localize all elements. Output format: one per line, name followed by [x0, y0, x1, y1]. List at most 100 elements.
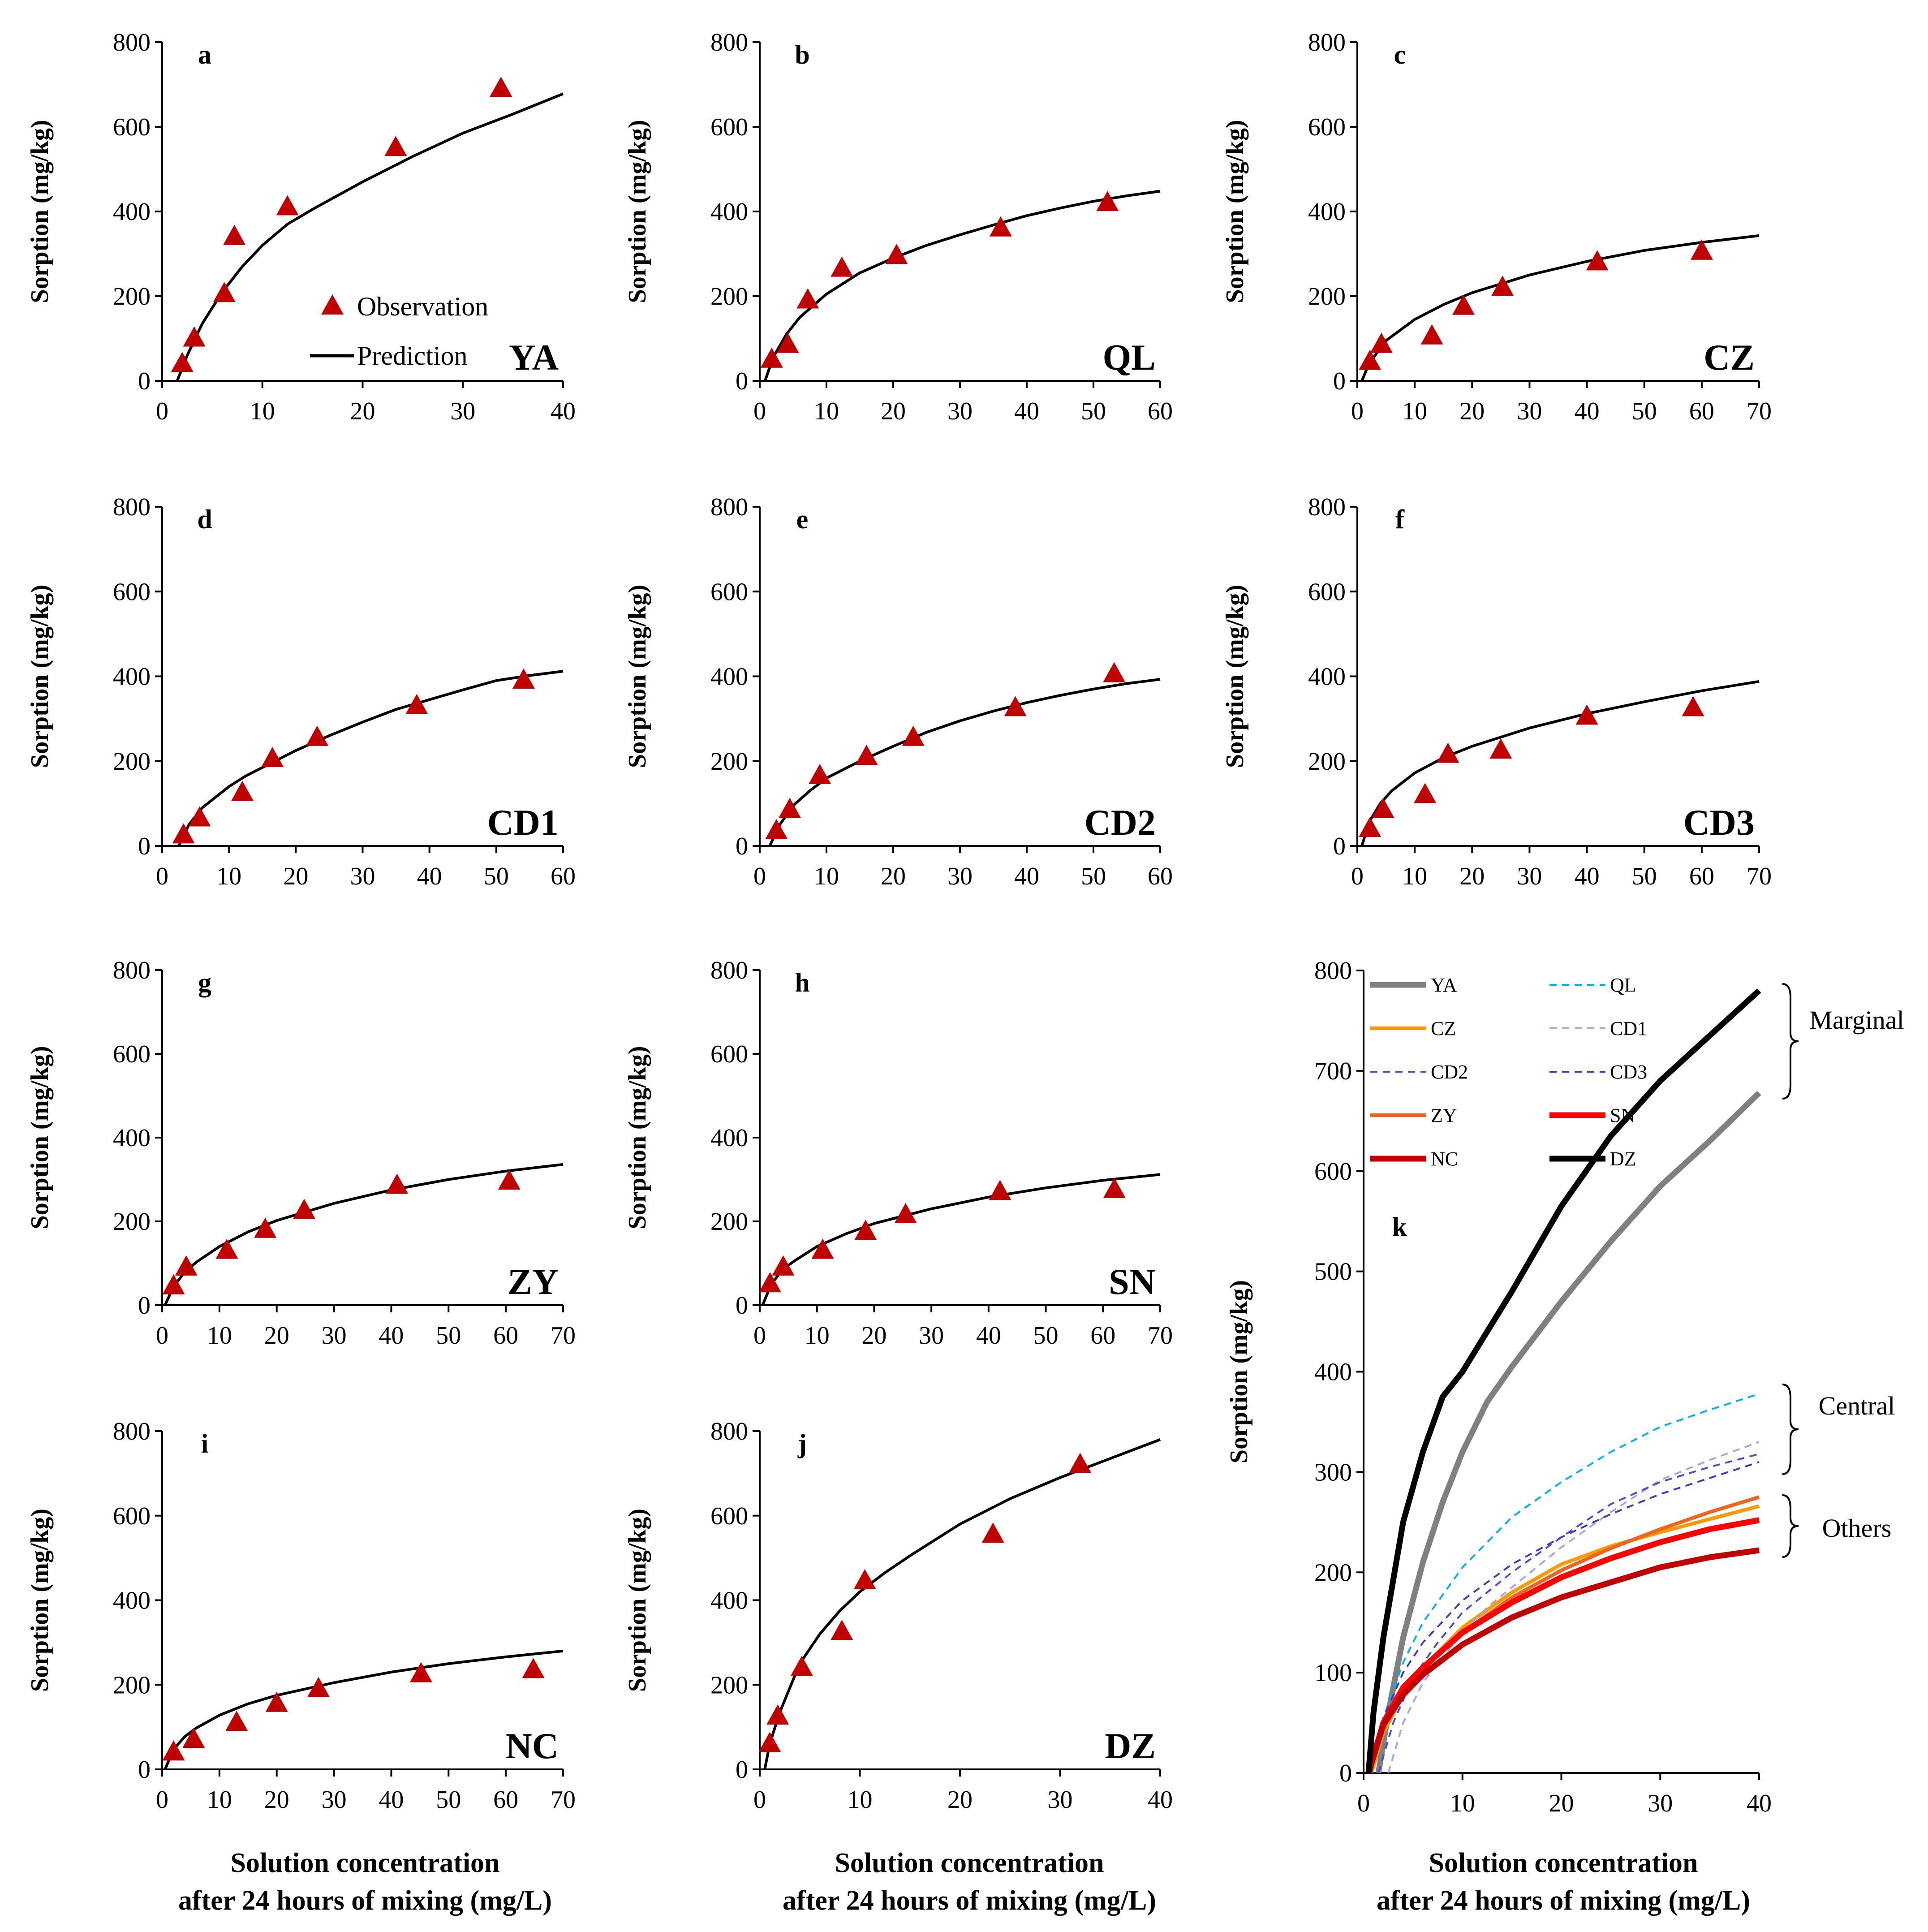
x-tick-label: 20 — [861, 1322, 887, 1350]
y-axis-title: Sorption (mg/kg) — [26, 585, 54, 768]
x-tick-label: 40 — [551, 397, 576, 425]
x-tick-label: 70 — [1747, 862, 1772, 890]
x-tick-label: 10 — [216, 862, 241, 890]
x-tick-label: 60 — [551, 862, 576, 890]
y-tick-label: 200 — [710, 1208, 748, 1236]
x-axis-label-line1: Solution concentration — [1429, 1848, 1698, 1878]
observation-marker — [779, 798, 801, 818]
y-tick-label: 400 — [113, 1587, 151, 1615]
site-name: CD2 — [1084, 802, 1156, 843]
y-tick-label: 0 — [736, 367, 748, 395]
x-axis-label-line1: Solution concentration — [230, 1848, 499, 1878]
series-line-ya — [1375, 1091, 1761, 1774]
y-axis-title: Sorption (mg/kg) — [1221, 120, 1249, 303]
observation-marker — [265, 1691, 288, 1712]
x-tick-label: 60 — [493, 1322, 518, 1350]
y-tick-label: 100 — [1314, 1659, 1352, 1687]
y-tick-label: 0 — [138, 367, 151, 395]
observation-marker — [1414, 783, 1437, 803]
panel-c: 0 200 400 600 800 0 10 20 30 40 50 60 70 Sorption (mg… — [1221, 29, 1772, 425]
y-tick-label: 0 — [138, 1292, 151, 1320]
observation-marker — [758, 1732, 781, 1752]
x-tick-label: 50 — [1632, 862, 1657, 890]
x-tick-label: 60 — [1090, 1322, 1115, 1350]
y-tick-label: 800 — [113, 493, 151, 521]
panel-a: 0 200 400 600 800 0 10 20 30 40 Sorption (mg/kg) a Y… — [26, 29, 576, 425]
series-line-zy — [1367, 1495, 1760, 1774]
x-tick-label: 60 — [1689, 397, 1714, 425]
observation-marker — [989, 1180, 1011, 1200]
y-axis-title: Sorption (mg/kg) — [26, 120, 54, 303]
site-name: CD1 — [487, 802, 559, 843]
y-axis-title: Sorption (mg/kg) — [624, 1046, 651, 1229]
x-tick-label: 40 — [1747, 1790, 1772, 1817]
observation-marker — [498, 1169, 521, 1190]
x-tick-label: 60 — [493, 1786, 518, 1814]
x-tick-label: 30 — [947, 862, 973, 890]
panel-letter: i — [201, 1429, 209, 1458]
observation-marker — [223, 224, 246, 245]
y-tick-label: 800 — [113, 1418, 151, 1445]
x-tick-label: 50 — [1081, 397, 1106, 425]
site-name: QL — [1103, 337, 1156, 378]
panel-e: 0 200 400 600 800 0 10 20 30 40 50 60 Sorption (mg/k… — [624, 493, 1173, 890]
y-tick-label: 400 — [710, 1587, 748, 1615]
observation-marker — [765, 819, 788, 839]
y-tick-label: 800 — [113, 29, 151, 56]
y-axis-title: Sorption (mg/kg) — [26, 1046, 54, 1229]
y-tick-label: 800 — [1314, 957, 1352, 985]
y-tick-label: 600 — [113, 1502, 151, 1530]
y-tick-label: 600 — [1314, 1158, 1352, 1186]
x-tick-label: 0 — [156, 862, 168, 890]
panel-letter: c — [1394, 40, 1406, 69]
panel-letter: h — [795, 968, 809, 997]
y-axis-title: Sorption (mg/kg) — [1221, 585, 1249, 768]
series-line-nc — [1365, 1547, 1760, 1774]
panel-letter: f — [1395, 505, 1405, 534]
y-tick-label: 400 — [113, 663, 151, 691]
x-tick-label: 50 — [1081, 862, 1106, 890]
observation-marker — [776, 332, 799, 353]
x-tick-label: 0 — [1351, 862, 1364, 890]
observation-marker — [1682, 696, 1704, 716]
observation-marker — [1575, 704, 1598, 725]
y-tick-label: 800 — [710, 1418, 748, 1445]
legend-label-ya: YA — [1431, 974, 1457, 996]
y-tick-label: 600 — [1308, 113, 1346, 141]
series-line-dz — [1365, 988, 1761, 1773]
observation-marker — [162, 1740, 185, 1761]
x-tick-label: 70 — [551, 1322, 576, 1350]
x-tick-label: 10 — [814, 862, 839, 890]
y-axis-title: Sorption (mg/kg) — [624, 120, 651, 303]
x-tick-label: 70 — [551, 1786, 576, 1814]
observation-marker — [1437, 742, 1459, 763]
observation-marker — [831, 1620, 853, 1640]
x-tick-label: 0 — [753, 397, 766, 425]
legend-prediction-label: Prediction — [357, 341, 468, 371]
observation-marker — [171, 352, 194, 372]
x-tick-label: 40 — [976, 1322, 1001, 1350]
y-tick-label: 200 — [1308, 283, 1346, 310]
legend-label-nc: NC — [1431, 1148, 1458, 1170]
legend-observation-marker — [321, 294, 344, 315]
observation-marker — [384, 136, 407, 156]
observation-marker — [772, 1255, 795, 1276]
observation-marker — [254, 1217, 277, 1238]
panel-letter: e — [796, 505, 809, 534]
prediction-curve — [768, 678, 1161, 847]
x-tick-label: 50 — [436, 1322, 461, 1350]
y-tick-label: 200 — [1308, 748, 1346, 776]
y-tick-label: 0 — [736, 1756, 748, 1784]
x-tick-label: 10 — [805, 1322, 830, 1350]
x-tick-label: 30 — [1048, 1786, 1073, 1814]
y-tick-label: 200 — [113, 748, 151, 776]
observation-marker — [855, 745, 878, 765]
panel-letter: g — [198, 968, 211, 997]
x-tick-label: 20 — [1549, 1790, 1574, 1817]
observation-marker — [490, 76, 512, 97]
group-brace-marginal — [1782, 983, 1799, 1100]
observation-marker — [215, 1238, 238, 1259]
x-tick-label: 20 — [1459, 397, 1485, 425]
series-line-cd2 — [1377, 1453, 1760, 1773]
